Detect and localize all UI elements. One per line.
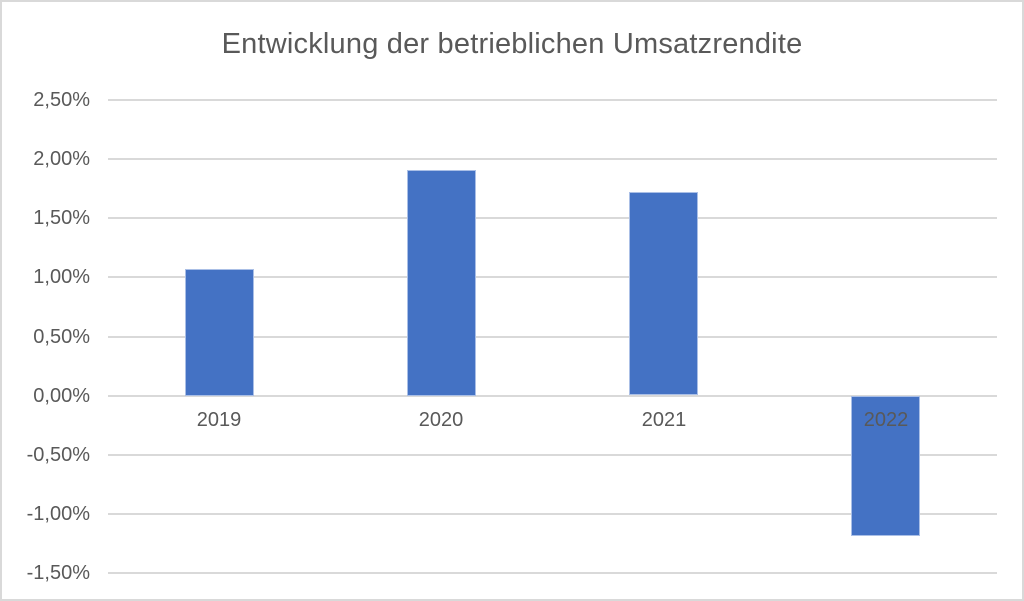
y-tick-label: -1,00% [26,502,90,525]
y-gridline [108,512,997,515]
y-tick-label: 1,00% [33,266,90,289]
y-tick-label: -1,50% [26,562,90,584]
y-tick-label: 2,00% [33,148,90,171]
bar-2019 [185,269,254,396]
bar-2022 [851,396,920,536]
x-axis-line [108,394,997,397]
x-tick-label-2022: 2022 [863,409,909,431]
y-tick-label: 2,50% [33,89,90,111]
y-gridline [108,572,997,574]
chart-title: Entwicklung der betrieblichen Umsatzrend… [221,28,803,60]
y-gridline [108,335,997,338]
y-gridline [108,99,997,101]
y-gridline [108,453,997,456]
y-tick-label: 1,50% [33,207,90,230]
y-tick-label: 0,50% [33,325,90,348]
y-gridline [108,276,997,279]
bar-2020 [407,170,476,396]
y-tick-label: 0,00% [33,384,90,407]
x-tick-label-2019: 2019 [196,409,242,431]
x-tick-label-2020: 2020 [418,409,464,431]
y-gridline [108,217,997,220]
x-tick-label-2021: 2021 [641,409,687,431]
y-gridline [108,158,997,161]
bar-2021 [629,192,698,395]
y-tick-label: -0,50% [26,443,90,466]
